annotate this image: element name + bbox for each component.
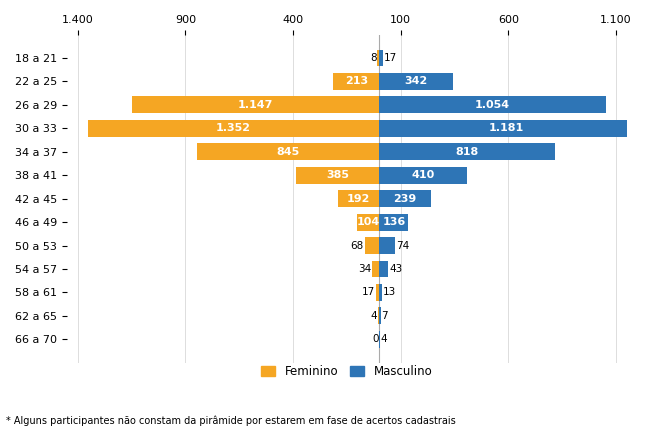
Bar: [333, 73, 379, 90]
Bar: [378, 50, 379, 66]
Text: 0: 0: [373, 334, 379, 344]
Text: 192: 192: [347, 193, 370, 204]
Bar: [379, 143, 555, 160]
Text: 1.181: 1.181: [489, 123, 524, 134]
Text: 845: 845: [277, 147, 300, 157]
Text: 68: 68: [351, 241, 364, 250]
Bar: [372, 261, 379, 277]
Text: 818: 818: [456, 147, 479, 157]
Text: 1.147: 1.147: [238, 100, 273, 110]
Bar: [379, 261, 388, 277]
Bar: [379, 214, 408, 231]
Text: 385: 385: [326, 170, 349, 180]
Text: 104: 104: [356, 217, 380, 227]
Bar: [378, 307, 379, 324]
Bar: [379, 307, 381, 324]
Bar: [379, 50, 383, 66]
Bar: [357, 214, 379, 231]
Text: 13: 13: [383, 287, 396, 297]
Text: 342: 342: [404, 77, 428, 86]
Bar: [197, 143, 379, 160]
Text: 239: 239: [393, 193, 417, 204]
Bar: [379, 190, 431, 207]
Text: 136: 136: [382, 217, 406, 227]
Text: 43: 43: [389, 264, 402, 274]
Bar: [379, 331, 380, 348]
Bar: [132, 96, 379, 113]
Text: * Alguns participantes não constam da pirâmide por estarem em fase de acertos ca: * Alguns participantes não constam da pi…: [6, 415, 456, 426]
Bar: [379, 167, 467, 184]
Bar: [296, 167, 379, 184]
Text: 74: 74: [396, 241, 410, 250]
Text: 1.054: 1.054: [475, 100, 510, 110]
Text: 4: 4: [381, 334, 388, 344]
Legend: Feminino, Masculino: Feminino, Masculino: [257, 360, 437, 383]
Text: 4: 4: [371, 311, 378, 321]
Bar: [338, 190, 379, 207]
Bar: [379, 284, 382, 301]
Text: 17: 17: [362, 287, 375, 297]
Text: 213: 213: [345, 77, 368, 86]
Text: 8: 8: [370, 53, 376, 63]
Text: 17: 17: [384, 53, 397, 63]
Text: 410: 410: [411, 170, 435, 180]
Bar: [376, 284, 379, 301]
Bar: [88, 120, 379, 137]
Text: 1.352: 1.352: [216, 123, 251, 134]
Text: 34: 34: [358, 264, 371, 274]
Bar: [379, 96, 606, 113]
Bar: [379, 237, 395, 254]
Bar: [365, 237, 379, 254]
Bar: [379, 120, 634, 137]
Text: 7: 7: [382, 311, 388, 321]
Bar: [379, 73, 453, 90]
